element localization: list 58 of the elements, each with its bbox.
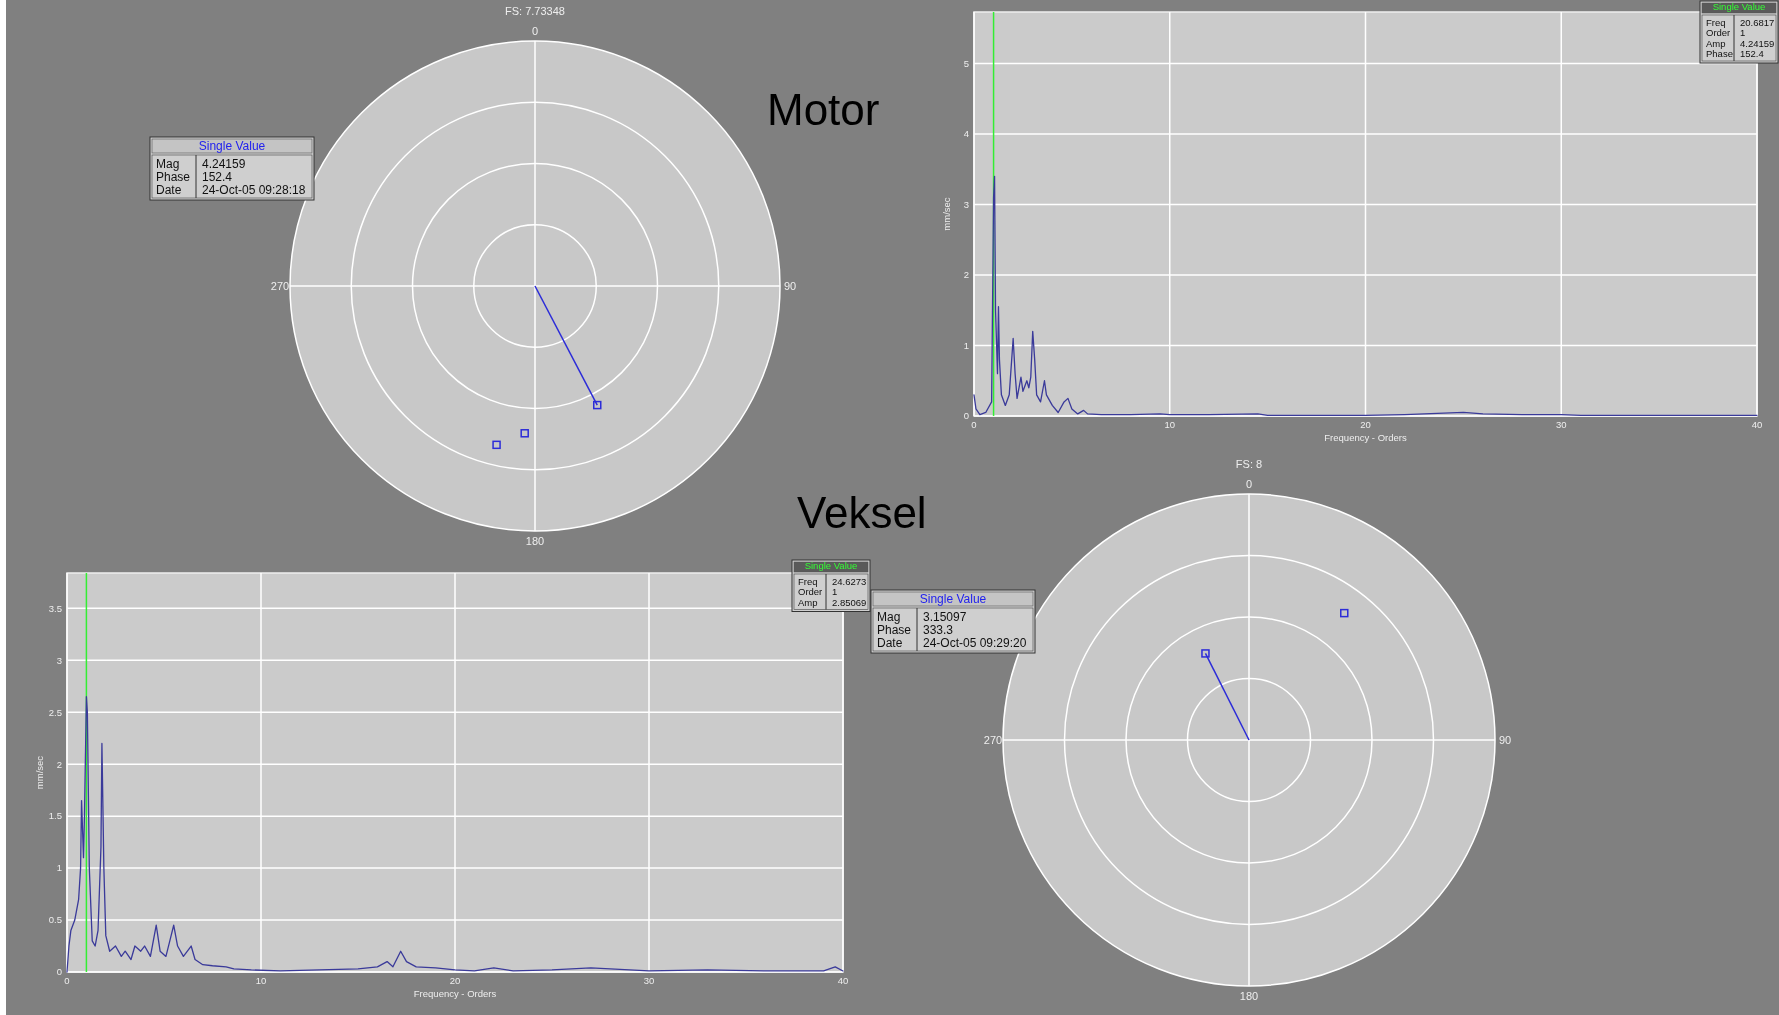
text: FS: 8 xyxy=(1235,458,1263,470)
annotation: 20.6817 xyxy=(1740,16,1775,28)
x-tick-label: 40 xyxy=(1751,419,1763,430)
annotation: 152.4 xyxy=(1740,48,1764,59)
y-tick-label: 5 xyxy=(963,57,969,69)
x-tick-label: 40 xyxy=(837,975,849,986)
single-value-box: Single Value Mag Phase Date 4.24159 152.4 24-Oct-05 09:28:18 xyxy=(149,136,315,201)
x-tick-label: 20 xyxy=(1360,419,1371,430)
y-tick-label: 3.5 xyxy=(48,602,62,614)
annotation: Amp xyxy=(1706,37,1726,49)
y-tick-label: 1 xyxy=(963,339,969,351)
category-label: 90 xyxy=(783,279,797,292)
x-tick-label: 0 xyxy=(971,419,977,430)
annotation: Freq xyxy=(798,575,818,587)
y-axis-title: mm/sec xyxy=(941,197,952,231)
text: FS: 7.73348 xyxy=(505,5,565,17)
category-label: 180 xyxy=(525,534,545,547)
annotation: Order xyxy=(798,586,823,597)
annotation: Order xyxy=(1706,27,1731,38)
annotation: Amp xyxy=(798,596,818,608)
annotation: 2.85069 xyxy=(832,596,867,608)
category-label: 270 xyxy=(270,279,290,292)
y-tick-label: 2 xyxy=(963,269,969,281)
y-tick-label: 2 xyxy=(56,758,62,770)
y-tick-label: 1.5 xyxy=(48,810,62,822)
x-axis-title: Frequency - Orders xyxy=(413,988,497,999)
y-axis-title: mm/sec xyxy=(34,755,45,790)
annotation: 4.24159 xyxy=(1740,37,1775,49)
category-label: 0 xyxy=(1245,477,1253,490)
x-tick-label: 0 xyxy=(64,975,70,986)
annotation: 1 xyxy=(1740,27,1746,38)
category-label: 0 xyxy=(531,24,539,37)
x-tick-label: 10 xyxy=(1164,419,1176,430)
y-tick-label: 2.5 xyxy=(48,706,62,718)
x-tick-label: 20 xyxy=(449,975,461,986)
x-tick-label: 30 xyxy=(1555,419,1567,430)
annotation: 24.6273 xyxy=(832,575,867,587)
y-tick-label: 3 xyxy=(56,654,62,666)
x-tick-label: 10 xyxy=(255,975,267,986)
category-label: 180 xyxy=(1239,989,1259,1002)
single-value-box: Single Value Mag Phase Date 3.15097 333.3 24-Oct-05 09:29:20 xyxy=(870,589,1036,654)
text: Single Value xyxy=(1712,1,1766,12)
annotation: 1 xyxy=(832,586,838,597)
y-tick-label: 0 xyxy=(963,410,969,422)
annotation: Phase xyxy=(1706,48,1733,59)
text: Veksel xyxy=(797,488,927,537)
y-tick-label: 0 xyxy=(56,966,62,978)
category-label: 90 xyxy=(1498,733,1512,746)
y-tick-label: 1 xyxy=(56,862,62,874)
text: Single Value xyxy=(804,560,858,571)
x-tick-label: 30 xyxy=(643,975,655,986)
annotation: Freq xyxy=(1706,16,1726,28)
category-label: 270 xyxy=(983,733,1003,746)
y-tick-label: 4 xyxy=(963,128,969,140)
x-axis-title: Frequency - Orders xyxy=(1324,432,1407,443)
y-tick-label: 3 xyxy=(963,198,969,210)
y-tick-label: 0.5 xyxy=(48,914,62,926)
text: Motor xyxy=(767,85,880,134)
